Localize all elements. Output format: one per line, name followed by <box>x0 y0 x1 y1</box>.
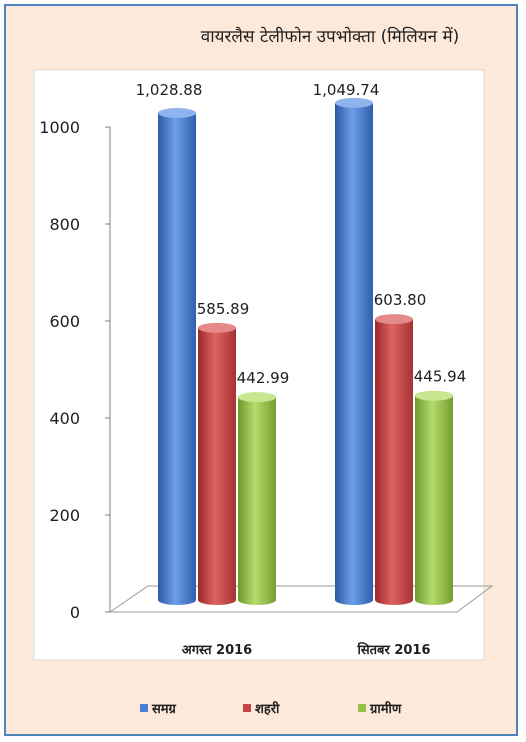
data-label: 603.80 <box>374 291 427 309</box>
legend-label: समग्र <box>151 702 177 717</box>
legend-item: ग्रामीण <box>358 701 402 717</box>
legend-swatch <box>140 704 148 712</box>
data-label: 442.99 <box>237 369 290 387</box>
y-tick-label: 800 <box>49 215 80 234</box>
data-label: 585.89 <box>197 300 250 318</box>
chart-title: वायरलैस टेलीफोन उपभोक्ता (मिलियन में) <box>201 26 460 47</box>
bar <box>375 314 413 605</box>
bar-body <box>375 319 413 605</box>
legend-swatch <box>243 704 251 712</box>
x-category-label: अगस्त 2016 <box>182 643 252 658</box>
labels-layer: 1,028.88 585.89 442.99 1,049.74 603.80 445.94 <box>136 81 467 387</box>
data-label: 1,028.88 <box>136 81 203 99</box>
bar <box>158 107 196 606</box>
bar-top <box>375 314 413 325</box>
bar-top <box>158 107 196 118</box>
bar <box>415 390 453 605</box>
bar-top <box>335 97 373 108</box>
data-label: 1,049.74 <box>313 81 380 99</box>
bar <box>238 392 276 605</box>
y-tick-label: 400 <box>49 409 80 428</box>
bar-top <box>198 322 236 333</box>
y-tick-label: 600 <box>49 312 80 331</box>
bar-body <box>198 327 236 605</box>
legend-label: ग्रामीण <box>369 701 402 717</box>
legend: समग्र शहरी ग्रामीण <box>140 701 402 717</box>
y-tick-label: 200 <box>49 506 80 525</box>
bar-top <box>238 392 276 403</box>
axis-layer: 0 200 400 600 800 1000 अगस्त 2016 सितबर 2016 <box>39 118 494 658</box>
bar-body <box>415 395 453 605</box>
legend-item: शहरी <box>243 701 280 717</box>
bar-top <box>415 390 453 401</box>
bar-body <box>238 397 276 605</box>
legend-label: शहरी <box>255 701 280 717</box>
bars-layer <box>158 97 453 606</box>
legend-item: समग्र <box>140 702 177 717</box>
bar-body <box>335 102 373 605</box>
x-category-label: सितबर 2016 <box>356 642 430 658</box>
bar <box>335 97 373 605</box>
bar-body <box>158 112 196 606</box>
legend-swatch <box>358 704 366 712</box>
bar <box>198 322 236 605</box>
floor-outline <box>108 585 494 613</box>
y-tick-label: 0 <box>70 603 80 622</box>
y-tick-label: 1000 <box>39 118 80 137</box>
data-label: 445.94 <box>414 368 467 386</box>
